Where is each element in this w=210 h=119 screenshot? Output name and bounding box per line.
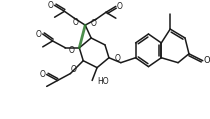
Text: O: O — [73, 18, 79, 27]
Text: O: O — [115, 54, 121, 63]
Text: O: O — [91, 19, 97, 28]
Text: HO: HO — [97, 77, 109, 86]
Text: O: O — [203, 56, 210, 65]
Text: O: O — [68, 46, 74, 55]
Text: O: O — [36, 30, 42, 39]
Text: O: O — [117, 2, 123, 11]
Text: O: O — [71, 65, 77, 74]
Text: O: O — [48, 1, 54, 10]
Text: O: O — [40, 70, 46, 79]
